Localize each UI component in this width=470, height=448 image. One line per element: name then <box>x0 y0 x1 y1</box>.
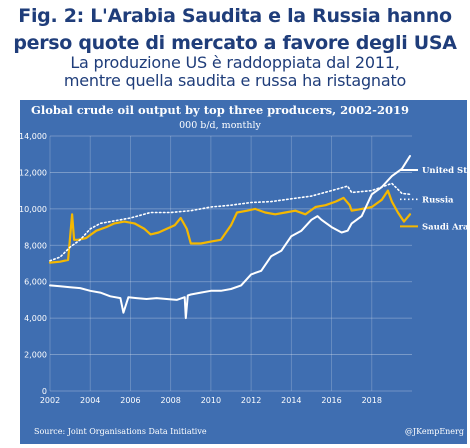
y-tick-label: 14,000 <box>20 132 47 141</box>
y-tick-label: 6,000 <box>24 278 47 287</box>
y-tick-label: 2,000 <box>24 351 47 360</box>
series-line-united-states <box>49 155 411 320</box>
x-tick-label: 2014 <box>281 396 301 405</box>
x-tick-label: 2012 <box>241 396 261 405</box>
chart-title: Global crude oil output by top three pro… <box>31 103 409 117</box>
x-tick-label: 2008 <box>160 396 180 405</box>
x-tick-label: 2010 <box>201 396 221 405</box>
y-tick-label: 10,000 <box>20 205 47 214</box>
y-tick-label: 12,000 <box>20 168 47 177</box>
figure-title-line-1: Fig. 2: L'Arabia Saudita e la Russia han… <box>18 5 452 27</box>
y-tick-label: 0 <box>42 387 47 396</box>
x-tick-label: 2004 <box>80 396 100 405</box>
x-tick-label: 2006 <box>120 396 140 405</box>
grid <box>49 135 412 392</box>
series-line-russia <box>49 182 411 262</box>
line-chart: Global crude oil output by top three pro… <box>20 103 467 436</box>
chart-panel: Global crude oil output by top three pro… <box>20 100 467 444</box>
x-tick-label: 2018 <box>362 396 382 405</box>
figure-heading: Fig. 2: L'Arabia Saudita e la Russia han… <box>0 0 470 100</box>
legend: United Stat Russia Saudi Arab <box>400 166 467 232</box>
figure-subtitle-line-1: La produzione US è raddoppiata dal 2011, <box>70 53 400 72</box>
x-tick-label: 2002 <box>40 396 60 405</box>
source-note: Source: Joint Organisations Data Initiat… <box>34 427 207 436</box>
y-tick-label: 4,000 <box>24 314 47 323</box>
axis-ticks: 0 2,000 4,000 6,000 8,000 10,000 12,000 14,000 2… <box>20 132 382 405</box>
chart-subtitle: 000 b/d, monthly <box>179 120 261 131</box>
y-tick-label: 8,000 <box>24 241 47 250</box>
figure-subtitle-line-2: mentre quella saudita e russa ha ristagn… <box>63 71 407 90</box>
legend-label-russia: Russia <box>422 195 454 205</box>
credit-handle: @JKempEnerg <box>405 427 464 436</box>
legend-label-saudi-arabia: Saudi Arab <box>422 222 467 232</box>
figure-title-line-2: perso quote di mercato a favore degli US… <box>13 32 457 54</box>
legend-label-united-states: United Stat <box>422 166 467 176</box>
series-lines <box>48 155 412 320</box>
x-tick-label: 2016 <box>321 396 341 405</box>
series-line-saudi-arabia <box>48 189 412 264</box>
